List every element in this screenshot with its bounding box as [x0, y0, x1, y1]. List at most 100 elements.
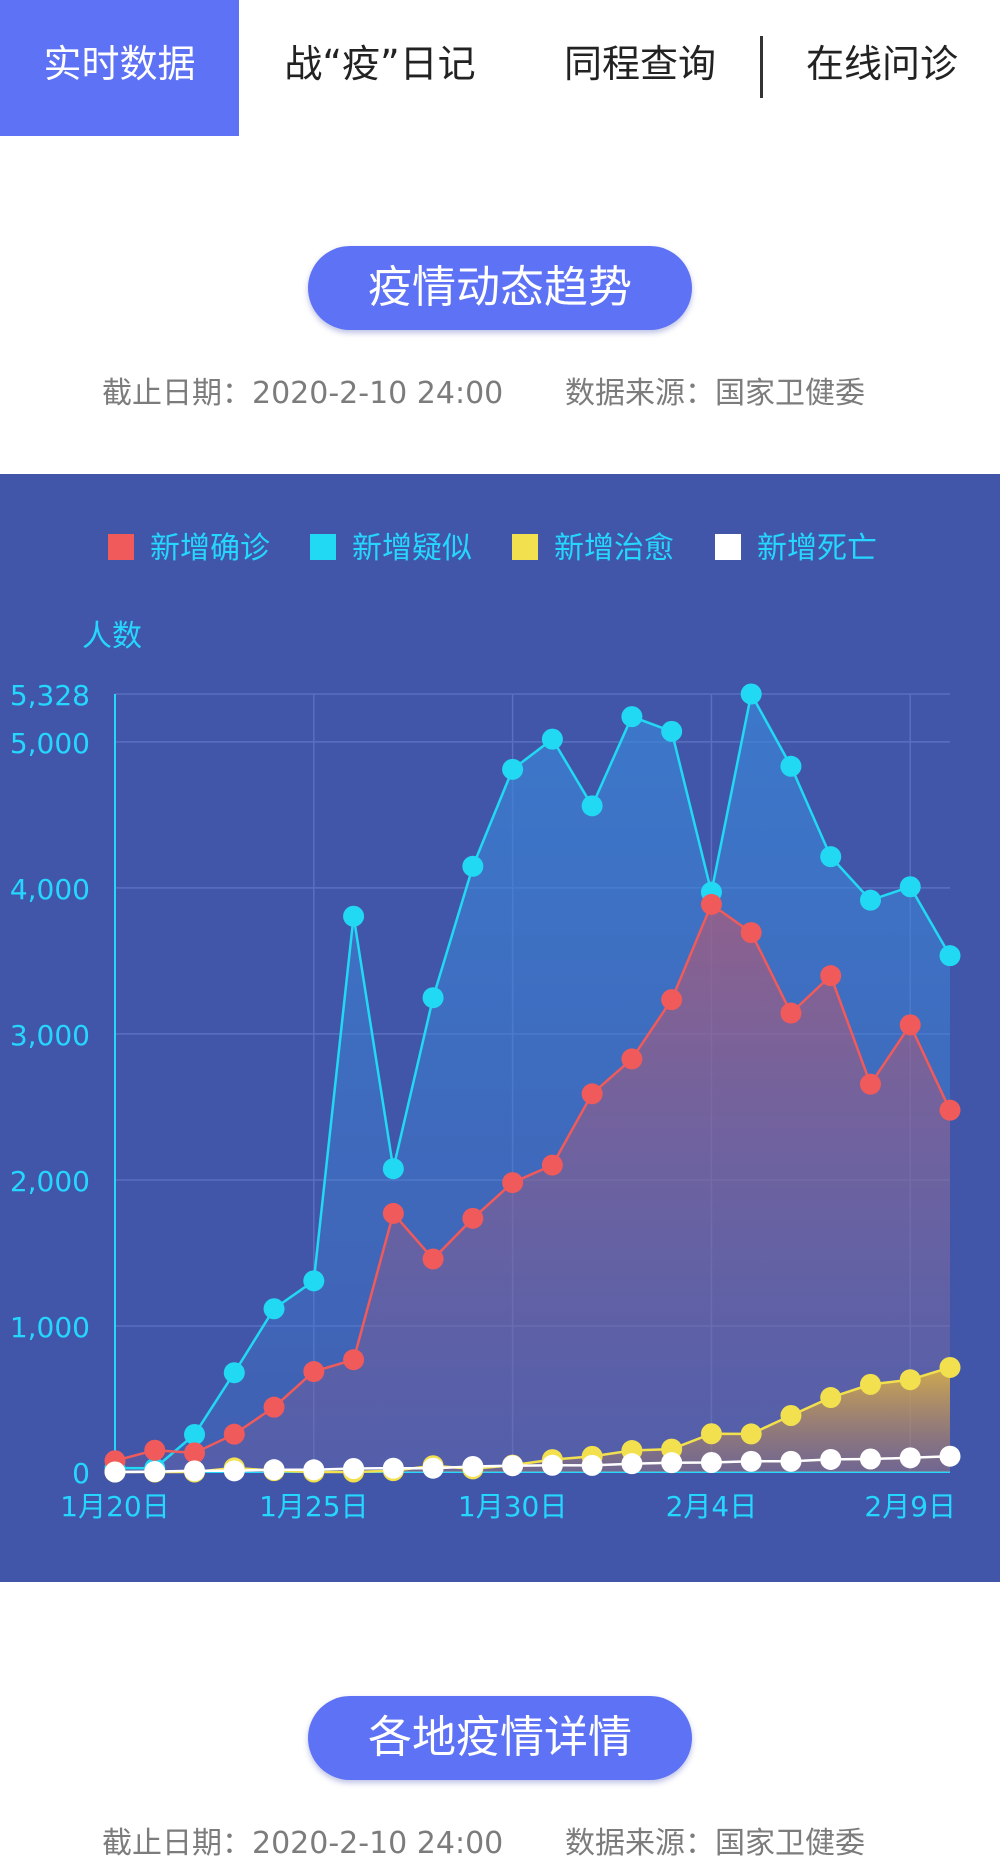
point-cured	[700, 1423, 722, 1445]
point-suspected	[541, 728, 563, 750]
point-confirmed	[343, 1349, 365, 1371]
tab-same-trip-query[interactable]: 同程查询	[563, 42, 716, 86]
point-confirmed	[581, 1083, 603, 1105]
data-source: 数据来源：国家卫健委	[565, 1826, 865, 1861]
point-death	[820, 1448, 842, 1470]
point-confirmed	[740, 922, 762, 944]
legend-label-death: 新增死亡	[757, 531, 877, 566]
point-confirmed	[820, 965, 842, 987]
point-confirmed	[899, 1014, 921, 1036]
point-cured	[780, 1404, 802, 1426]
point-confirmed	[859, 1073, 881, 1095]
y-tick-label: 3,000	[10, 1019, 90, 1052]
trend-chart: 0 1,000 2,000 3,000 4,000 5,000 5,328 1月20日 1月25…	[10, 531, 961, 1523]
line-death	[114, 1454, 951, 1474]
x-tick-label: 1月30日	[458, 1490, 567, 1523]
point-confirmed	[541, 1154, 563, 1176]
point-cured	[740, 1423, 762, 1445]
trend-chart-panel: 0 1,000 2,000 3,000 4,000 5,000 5,328 1月20日 1月25…	[0, 474, 1000, 1582]
tab-epidemic-diary[interactable]: 战“疫”日记	[284, 42, 476, 86]
point-suspected	[859, 889, 881, 911]
point-suspected	[780, 755, 802, 777]
point-suspected	[740, 683, 762, 705]
section-title-trend: 疫情动态趋势	[308, 246, 692, 330]
point-death	[144, 1461, 166, 1483]
point-cured	[859, 1373, 881, 1395]
tab-online-consultation[interactable]: 在线问诊	[805, 42, 958, 86]
point-death	[263, 1459, 285, 1481]
point-suspected	[343, 905, 365, 927]
point-suspected	[939, 945, 961, 967]
point-death	[502, 1455, 524, 1477]
line-suspected	[114, 690, 952, 1470]
point-cured	[820, 1387, 842, 1409]
point-suspected	[621, 706, 643, 728]
x-tick-label: 1月20日	[60, 1490, 169, 1523]
section-title-regional: 各地疫情详情	[308, 1696, 692, 1780]
point-death	[939, 1445, 961, 1467]
tab-realtime-data[interactable]: 实时数据	[0, 0, 239, 136]
y-tick-label: 4,000	[10, 873, 90, 906]
point-confirmed	[661, 989, 683, 1011]
point-confirmed	[502, 1172, 524, 1194]
x-tick-label: 2月4日	[666, 1490, 758, 1523]
y-axis-title: 人数	[82, 619, 142, 654]
point-confirmed	[700, 893, 722, 915]
point-death	[343, 1457, 365, 1479]
area-cured	[115, 1367, 950, 1472]
legend-swatch-suspected	[310, 534, 336, 560]
point-death	[541, 1454, 563, 1476]
legend-label-cured: 新增治愈	[554, 531, 674, 566]
line-confirmed	[114, 902, 952, 1463]
point-death	[700, 1452, 722, 1474]
point-suspected	[263, 1298, 285, 1320]
point-suspected	[820, 846, 842, 868]
point-confirmed	[303, 1361, 325, 1383]
point-suspected	[581, 795, 603, 817]
point-suspected	[184, 1423, 206, 1445]
point-suspected	[899, 876, 921, 898]
point-cured	[899, 1369, 921, 1391]
point-death	[740, 1450, 762, 1472]
point-death	[859, 1448, 881, 1470]
y-tick-label: 0	[72, 1457, 90, 1490]
point-confirmed	[462, 1207, 484, 1229]
point-suspected	[422, 987, 444, 1009]
point-confirmed	[144, 1439, 166, 1461]
point-suspected	[382, 1158, 404, 1180]
point-death	[780, 1450, 802, 1472]
cutoff-date: 截止日期：2020-2-10 24:00	[102, 1826, 504, 1861]
area-confirmed	[115, 904, 950, 1472]
point-confirmed	[939, 1099, 961, 1121]
y-tick-label: 2,000	[10, 1165, 90, 1198]
point-confirmed	[223, 1423, 245, 1445]
point-death	[899, 1447, 921, 1469]
x-tick-label: 1月25日	[259, 1490, 368, 1523]
x-tick-label: 2月9日	[864, 1490, 956, 1523]
legend-swatch-confirmed	[108, 534, 134, 560]
legend-swatch-cured	[512, 534, 538, 560]
point-confirmed	[422, 1248, 444, 1270]
point-suspected	[502, 758, 524, 780]
point-cured	[939, 1356, 961, 1378]
point-death	[382, 1457, 404, 1479]
y-tick-label: 1,000	[10, 1311, 90, 1344]
point-death	[581, 1454, 603, 1476]
point-death	[462, 1455, 484, 1477]
legend-label-confirmed: 新增确诊	[150, 531, 270, 566]
point-confirmed	[263, 1396, 285, 1418]
point-suspected	[661, 720, 683, 742]
tab-divider	[760, 36, 763, 98]
point-suspected	[223, 1362, 245, 1384]
point-death	[661, 1452, 683, 1474]
point-confirmed	[382, 1202, 404, 1224]
top-tab-bar: 实时数据 战“疫”日记 同程查询 在线问诊	[0, 0, 1000, 136]
point-confirmed	[184, 1442, 206, 1464]
legend-swatch-death	[715, 534, 741, 560]
y-tick-label: 5,000	[10, 727, 90, 760]
data-source: 数据来源：国家卫健委	[565, 376, 865, 411]
point-death	[422, 1457, 444, 1479]
point-confirmed	[621, 1048, 643, 1070]
point-suspected	[462, 855, 484, 877]
legend-label-suspected: 新增疑似	[352, 531, 472, 566]
